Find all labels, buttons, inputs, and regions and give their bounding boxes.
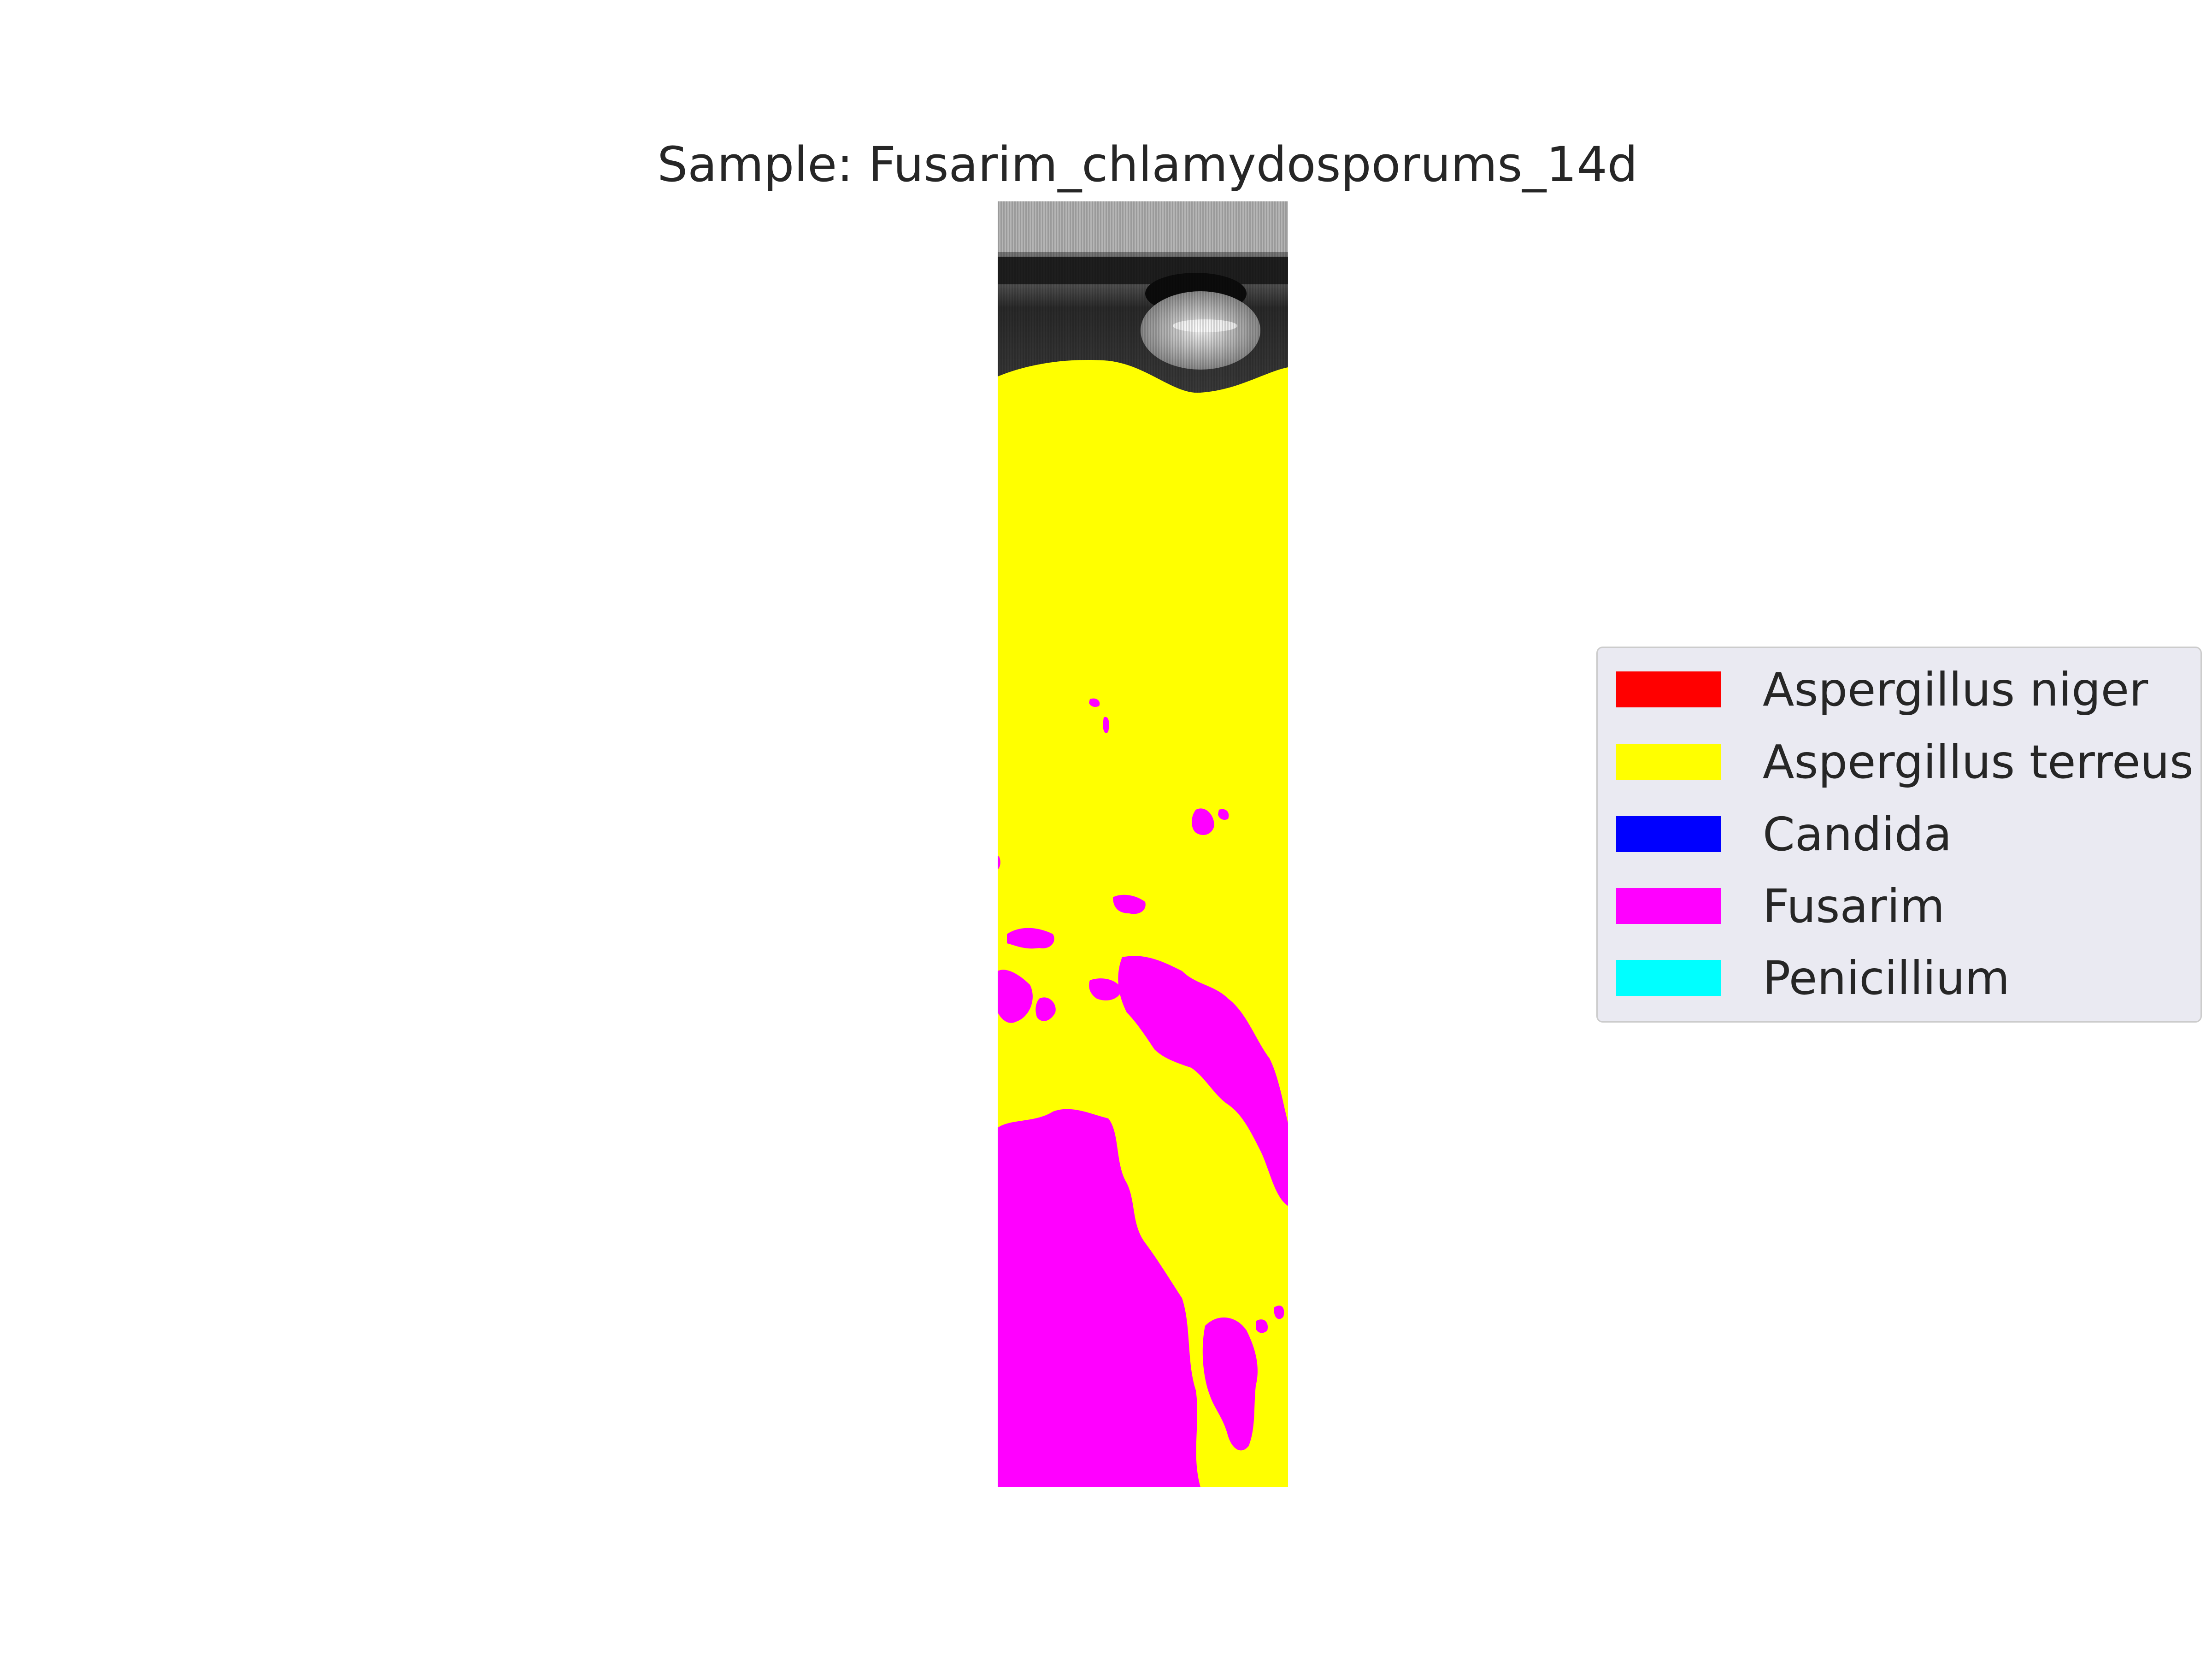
legend-item-penicillium: Penicillium — [1616, 951, 2010, 1005]
legend-item-fusarim: Fusarim — [1616, 879, 1945, 933]
fusarim-regions — [998, 698, 1288, 1487]
legend-label: Candida — [1763, 807, 1952, 861]
legend-label: Penicillium — [1763, 951, 2010, 1005]
figure-title: Sample: Fusarim_chlamydosporums_14d — [657, 136, 1638, 193]
legend-item-aspergillus-niger: Aspergillus niger — [1616, 663, 2148, 717]
legend-item-aspergillus-terreus: Aspergillus terreus — [1616, 735, 2194, 789]
legend-swatch — [1616, 816, 1721, 852]
legend-label: Aspergillus niger — [1763, 662, 2148, 717]
legend-swatch — [1616, 888, 1721, 924]
legend-swatch — [1616, 671, 1721, 707]
grayscale-region — [998, 201, 1288, 395]
legend-label: Aspergillus terreus — [1763, 735, 2194, 789]
legend-item-candida: Candida — [1616, 807, 1952, 861]
legend-label: Fusarim — [1763, 879, 1945, 933]
legend: Aspergillus niger Aspergillus terreus Ca… — [1596, 647, 2202, 1023]
legend-swatch — [1616, 744, 1721, 780]
legend-swatch — [1616, 960, 1721, 996]
classification-map — [998, 201, 1288, 1487]
